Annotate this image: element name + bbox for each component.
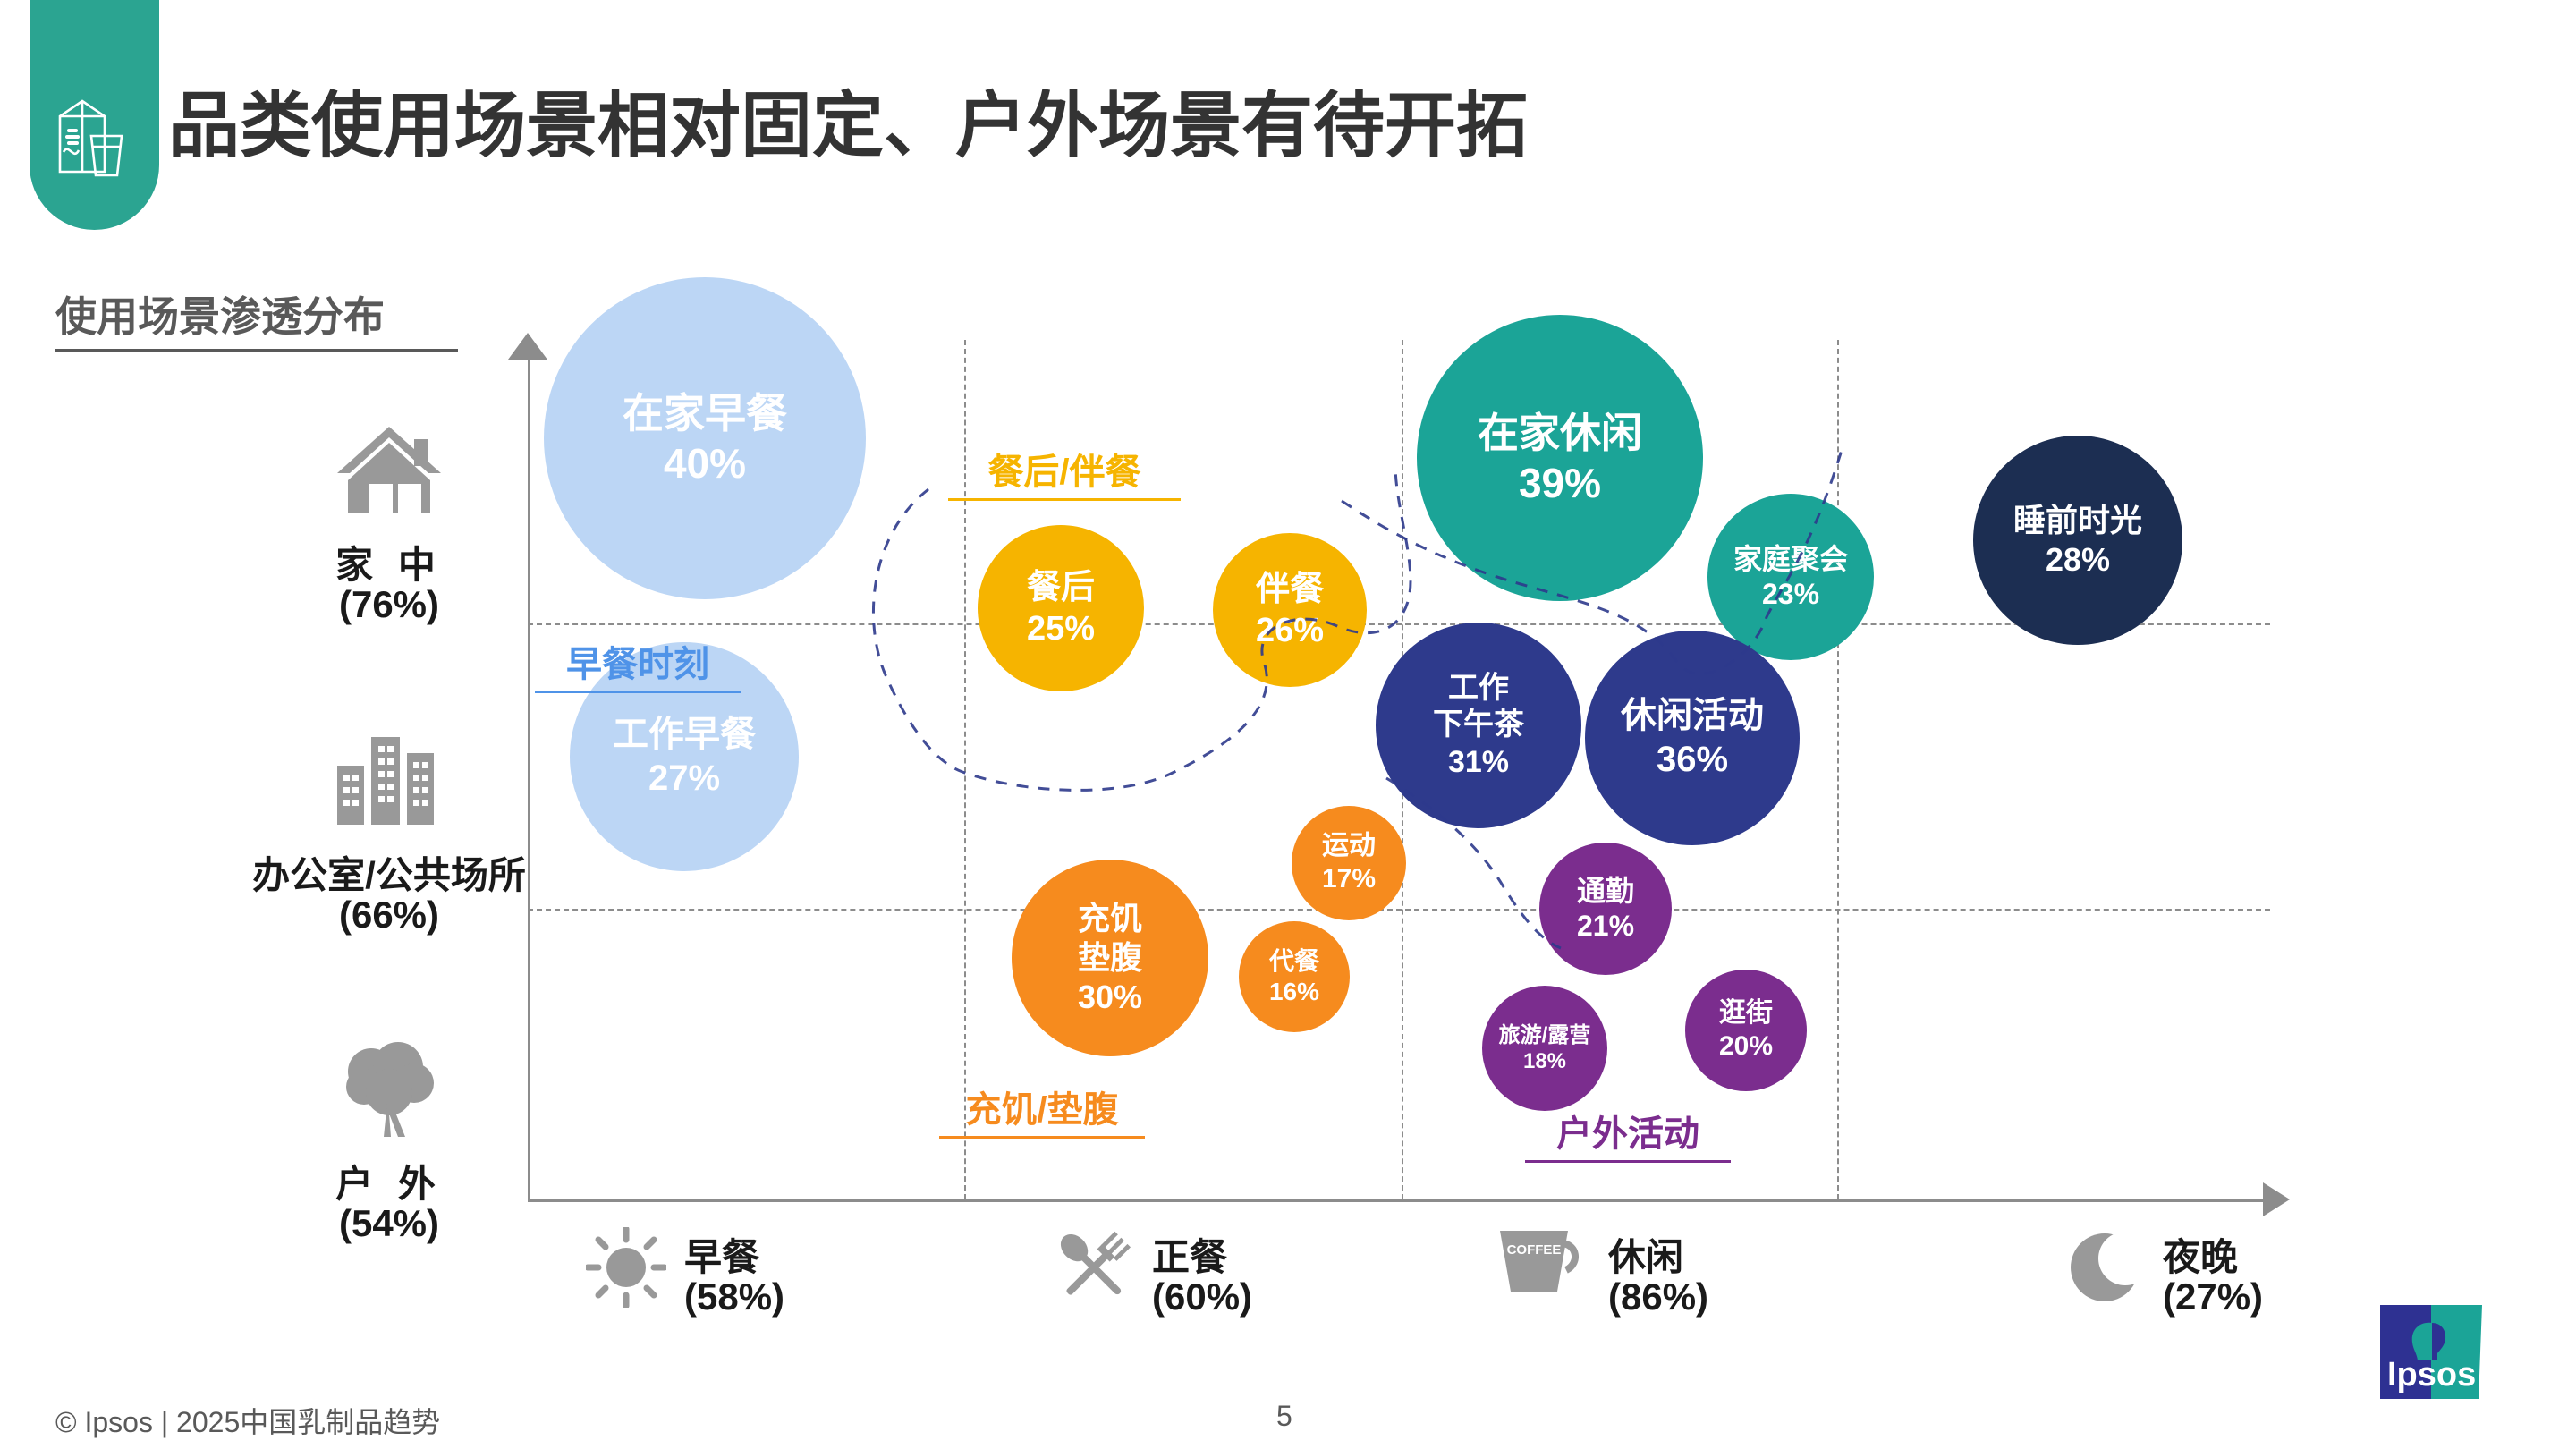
svg-text:Ipsos: Ipsos [2387, 1356, 2476, 1394]
